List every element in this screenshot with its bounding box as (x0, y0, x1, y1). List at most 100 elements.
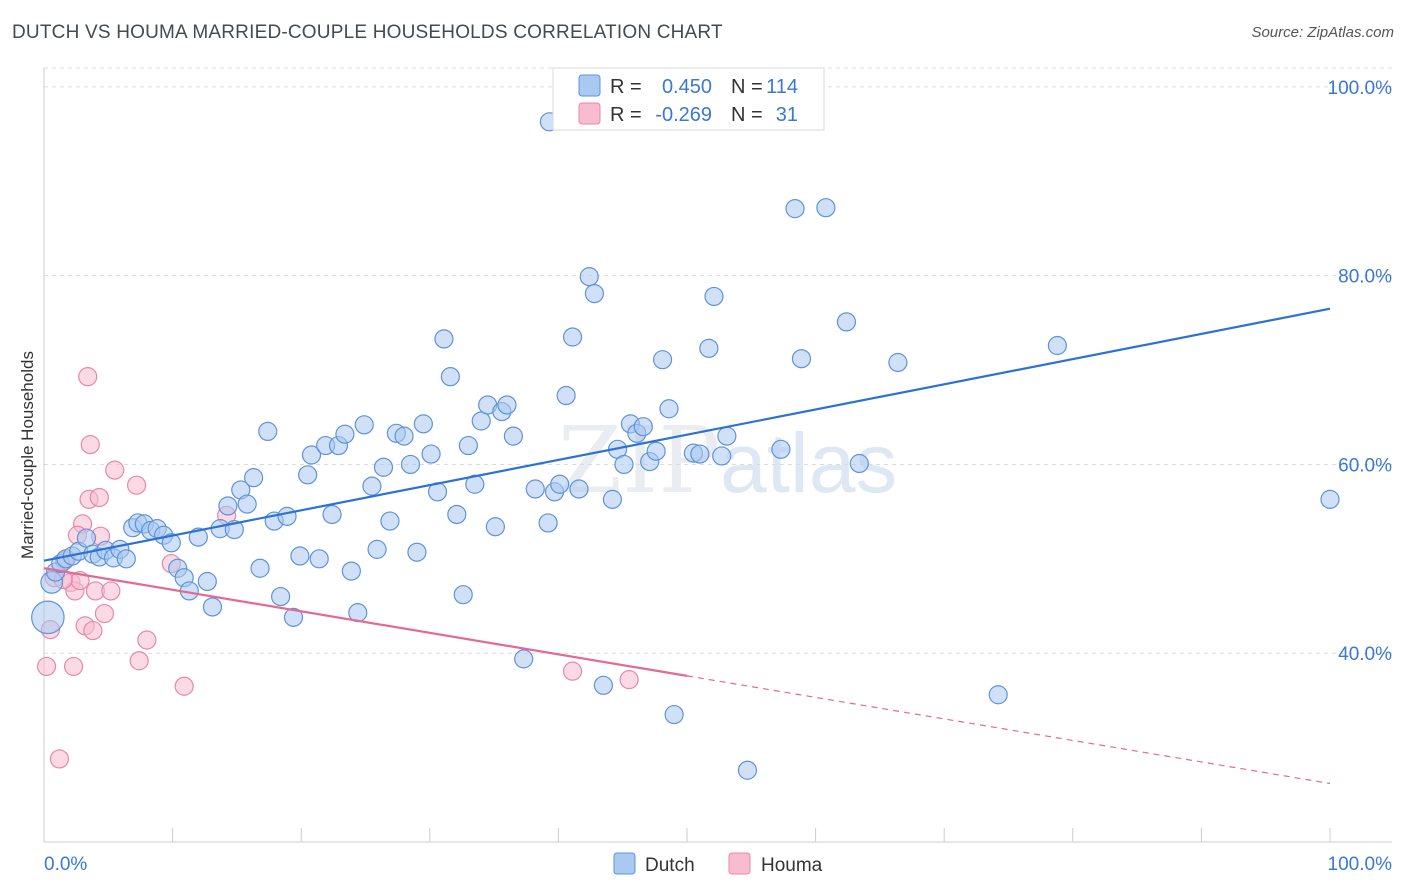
dutch-point-82 (584, 283, 605, 304)
y-tick-labels: 40.0% 60.0% 80.0% 100.0% (1328, 78, 1393, 665)
dutch-point-41 (301, 445, 322, 465)
dutch-point-103 (785, 199, 805, 219)
dutch-point-97 (699, 338, 719, 358)
houma-point-27 (562, 661, 583, 681)
series-legend: Dutch Houma (613, 852, 823, 876)
dutch-n-value: 114 (766, 76, 798, 98)
dutch-point-100 (717, 426, 737, 446)
dutch-r-value: 0.450 (662, 76, 712, 98)
dutch-series-label[interactable]: Dutch (645, 855, 695, 876)
dutch-trend-line (43, 307, 1331, 562)
houma-point-6 (63, 656, 84, 677)
houma-point-20 (105, 460, 125, 480)
dutch-point-32 (244, 468, 264, 488)
dutch-point-77 (550, 474, 570, 494)
dutch-point-7 (76, 528, 97, 548)
houma-point-23 (137, 630, 157, 650)
watermark-atlas: atlas (720, 416, 897, 510)
dutch-point-65 (458, 435, 478, 456)
houma-r-value: -0.269 (655, 104, 712, 126)
dutch-point-105 (816, 198, 836, 218)
trend-lines (43, 307, 1331, 785)
dutch-point-106 (836, 312, 857, 332)
dutch-point-99 (712, 446, 732, 466)
dutch-point-101 (737, 760, 758, 780)
houma-point-28 (619, 670, 639, 690)
dutch-point-20 (161, 533, 181, 553)
dutch-point-13 (116, 549, 136, 569)
houma-series-label[interactable]: Houma (761, 855, 823, 876)
dutch-point-93 (659, 399, 679, 419)
dutch-point-47 (341, 561, 361, 581)
dutch-point-110 (1047, 335, 1067, 356)
houma-point-21 (126, 475, 147, 495)
x-axis-ticks (172, 828, 1331, 842)
dutch-point-42 (309, 549, 329, 569)
dutch-point-26 (202, 597, 223, 617)
houma-point-11 (78, 367, 98, 387)
dutch-point-46 (335, 424, 355, 444)
source-label: Source: ZipAtlas.com (1251, 24, 1394, 41)
dutch-point-108 (888, 352, 908, 373)
dutch-point-25 (197, 571, 217, 592)
dutch-point-61 (434, 329, 454, 349)
houma-point-0 (36, 656, 57, 677)
dutch-n-label: N = (731, 76, 763, 98)
dutch-point-104 (791, 349, 812, 369)
dutch-point-73 (514, 649, 534, 669)
dutch-series-swatch[interactable] (613, 852, 636, 875)
dutch-point-84 (602, 489, 623, 509)
dutch-point-57 (407, 542, 427, 562)
dutch-point-34 (258, 421, 278, 442)
dutch-point-37 (277, 506, 297, 526)
dutch-point-75 (538, 513, 558, 533)
houma-r-label: R = (610, 104, 642, 126)
dutch-point-40 (298, 465, 318, 485)
dutch-point-109 (988, 685, 1008, 705)
dutch-point-80 (569, 479, 589, 499)
x-tick-label-min: 0.0% (44, 854, 87, 875)
x-tick-label-max: 100.0% (1328, 854, 1393, 875)
dutch-point-0 (31, 600, 65, 635)
dutch-point-33 (250, 558, 270, 578)
gridlines (44, 67, 1392, 654)
houma-point-25 (174, 676, 194, 696)
dutch-point-96 (690, 444, 710, 464)
dutch-point-98 (704, 286, 724, 307)
houma-legend-swatch (578, 102, 601, 125)
dutch-point-91 (646, 441, 666, 461)
dutch-point-78 (556, 385, 576, 406)
dutch-point-64 (453, 585, 473, 605)
dutch-point-67 (471, 411, 491, 431)
dutch-point-44 (322, 504, 342, 525)
houma-point-13 (80, 435, 100, 455)
dutch-point-31 (237, 494, 257, 514)
dutch-points (31, 75, 1340, 780)
dutch-point-62 (440, 367, 460, 387)
dutch-point-58 (413, 414, 433, 434)
houma-series-swatch[interactable] (728, 852, 751, 875)
dutch-point-38 (283, 607, 304, 627)
dutch-point-81 (579, 267, 599, 287)
dutch-point-74 (525, 479, 545, 499)
dutch-point-102 (771, 439, 791, 459)
houma-point-19 (101, 581, 121, 601)
y-tick-label-2: 80.0% (1338, 267, 1392, 288)
dutch-point-55 (394, 426, 414, 446)
y-axis-title: Married-couple Households (18, 351, 37, 559)
chart-title: DUTCH VS HOUMA MARRIED-COUPLE HOUSEHOLDS… (12, 22, 723, 43)
houma-point-18 (94, 603, 115, 624)
dutch-point-24 (188, 527, 208, 547)
y-tick-label-0: 40.0% (1338, 644, 1392, 665)
dutch-point-111 (1320, 489, 1340, 509)
dutch-point-72 (503, 426, 523, 446)
houma-point-22 (129, 651, 149, 671)
dutch-point-50 (362, 476, 382, 496)
stats-legend: R = 0.450 N = 114 R = -0.269 N = 31 (552, 67, 825, 131)
dutch-point-71 (497, 395, 517, 415)
dutch-point-39 (290, 546, 310, 566)
dutch-point-56 (400, 454, 421, 475)
houma-n-value: 31 (776, 104, 798, 126)
dutch-point-28 (218, 496, 238, 516)
